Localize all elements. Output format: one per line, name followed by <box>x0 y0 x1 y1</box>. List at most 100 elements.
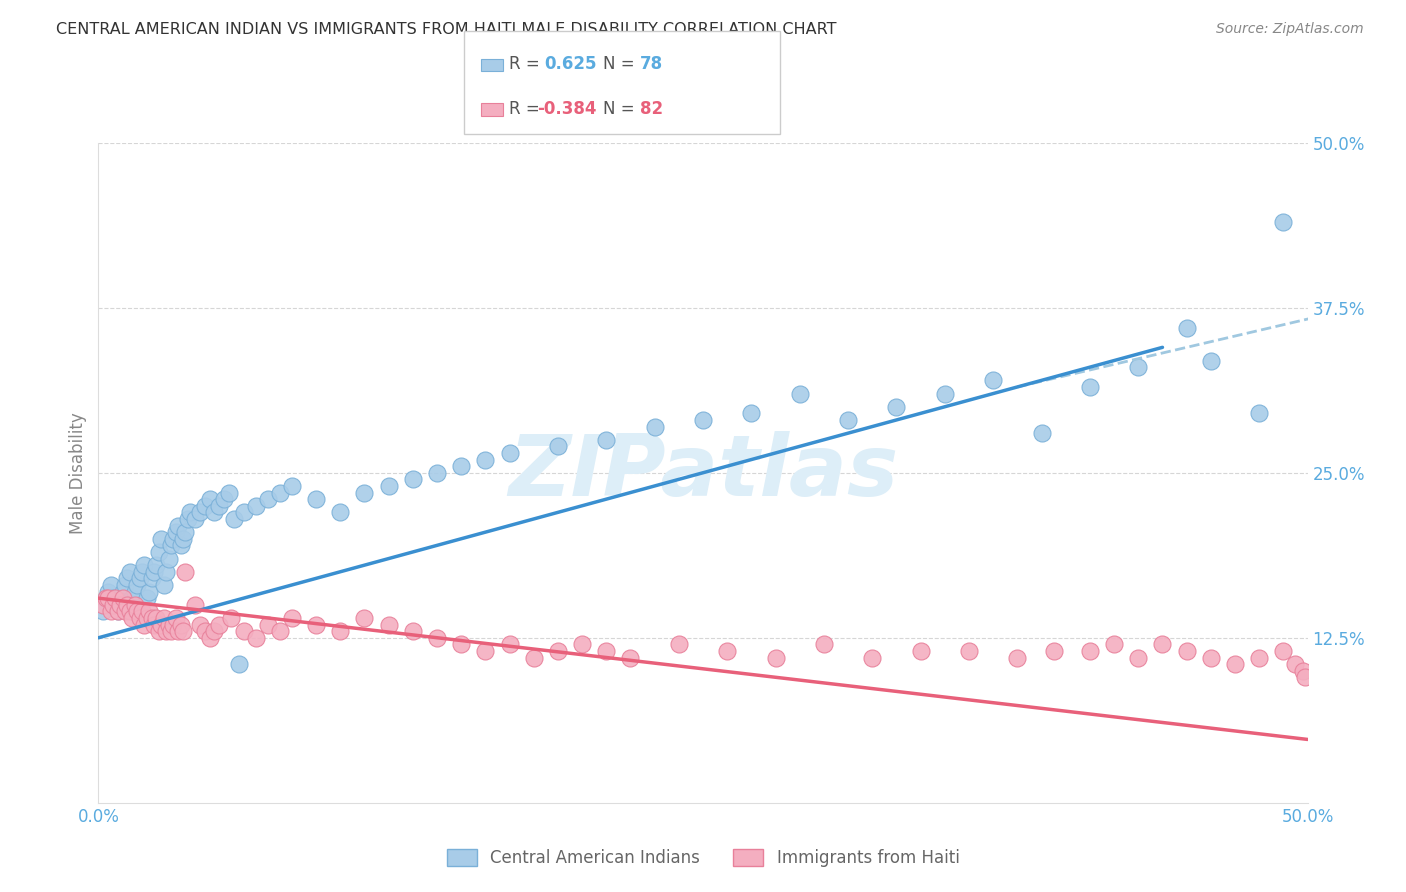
Point <box>402 472 425 486</box>
Point <box>111 591 134 606</box>
Point <box>167 624 190 639</box>
Point <box>101 591 124 606</box>
Point <box>107 604 129 618</box>
Point <box>128 611 150 625</box>
Point <box>692 413 714 427</box>
Point <box>218 485 240 500</box>
Legend: Central American Indians, Immigrants from Haiti: Central American Indians, Immigrants fro… <box>440 842 966 873</box>
Point <box>934 386 956 401</box>
Point <box>1175 320 1198 334</box>
Point <box>94 591 117 606</box>
Point <box>910 644 932 658</box>
Point <box>179 505 201 519</box>
Point <box>886 400 908 414</box>
Point <box>194 499 217 513</box>
Point <box>212 492 235 507</box>
Point <box>108 598 131 612</box>
Point <box>108 591 131 606</box>
Point <box>152 611 174 625</box>
Point <box>377 617 399 632</box>
Point <box>118 604 141 618</box>
Point <box>228 657 250 672</box>
Point <box>141 611 163 625</box>
Text: 82: 82 <box>640 100 662 118</box>
Point <box>1199 650 1222 665</box>
Point <box>160 538 183 552</box>
Point <box>172 532 194 546</box>
Point <box>198 492 221 507</box>
Point <box>402 624 425 639</box>
Point <box>281 611 304 625</box>
Point <box>91 598 114 612</box>
Point <box>117 598 139 612</box>
Point <box>104 598 127 612</box>
Point <box>94 591 117 606</box>
Point <box>134 617 156 632</box>
Point <box>169 538 191 552</box>
Text: Source: ZipAtlas.com: Source: ZipAtlas.com <box>1216 22 1364 37</box>
Point <box>245 631 267 645</box>
Point <box>100 578 122 592</box>
Point <box>269 624 291 639</box>
Point <box>547 439 569 453</box>
Point <box>188 617 211 632</box>
Text: R =: R = <box>509 54 546 73</box>
Point <box>619 650 641 665</box>
Point <box>232 505 254 519</box>
Point <box>145 558 167 573</box>
Point <box>165 525 187 540</box>
Point <box>1272 215 1295 229</box>
Point <box>124 598 146 612</box>
Point <box>474 452 496 467</box>
Y-axis label: Male Disability: Male Disability <box>69 412 87 533</box>
Point <box>204 505 226 519</box>
Point <box>208 617 231 632</box>
Point <box>97 591 120 606</box>
Point <box>305 492 328 507</box>
Point <box>128 571 150 585</box>
Point <box>595 644 617 658</box>
Point <box>155 565 177 579</box>
Point <box>91 604 114 618</box>
Point <box>1249 650 1271 665</box>
Point <box>256 492 278 507</box>
Point <box>138 584 160 599</box>
Point <box>174 525 197 540</box>
Point <box>131 565 153 579</box>
Point <box>329 624 352 639</box>
Point <box>1249 406 1271 420</box>
Point <box>1042 644 1064 658</box>
Point <box>155 624 177 639</box>
Point <box>668 637 690 651</box>
Point <box>1031 426 1053 441</box>
Point <box>957 644 980 658</box>
Point <box>813 637 835 651</box>
Point <box>162 532 184 546</box>
Point <box>127 578 149 592</box>
Point <box>1223 657 1246 672</box>
Point <box>148 545 170 559</box>
Point <box>118 565 141 579</box>
Point <box>789 386 811 401</box>
Point <box>221 611 243 625</box>
Point <box>426 466 449 480</box>
Point <box>256 617 278 632</box>
Text: -0.384: -0.384 <box>537 100 596 118</box>
Point <box>222 512 245 526</box>
Point <box>269 485 291 500</box>
Point <box>860 650 883 665</box>
Text: 78: 78 <box>640 54 662 73</box>
Point <box>141 571 163 585</box>
Point <box>498 637 520 651</box>
Point <box>121 611 143 625</box>
Point <box>114 578 136 592</box>
Text: N =: N = <box>603 54 640 73</box>
Point <box>145 611 167 625</box>
Point <box>1078 380 1101 394</box>
Point <box>160 624 183 639</box>
Point <box>353 611 375 625</box>
Point <box>353 485 375 500</box>
Text: CENTRAL AMERICAN INDIAN VS IMMIGRANTS FROM HAITI MALE DISABILITY CORRELATION CHA: CENTRAL AMERICAN INDIAN VS IMMIGRANTS FR… <box>56 22 837 37</box>
Point <box>305 617 328 632</box>
Point <box>644 419 666 434</box>
